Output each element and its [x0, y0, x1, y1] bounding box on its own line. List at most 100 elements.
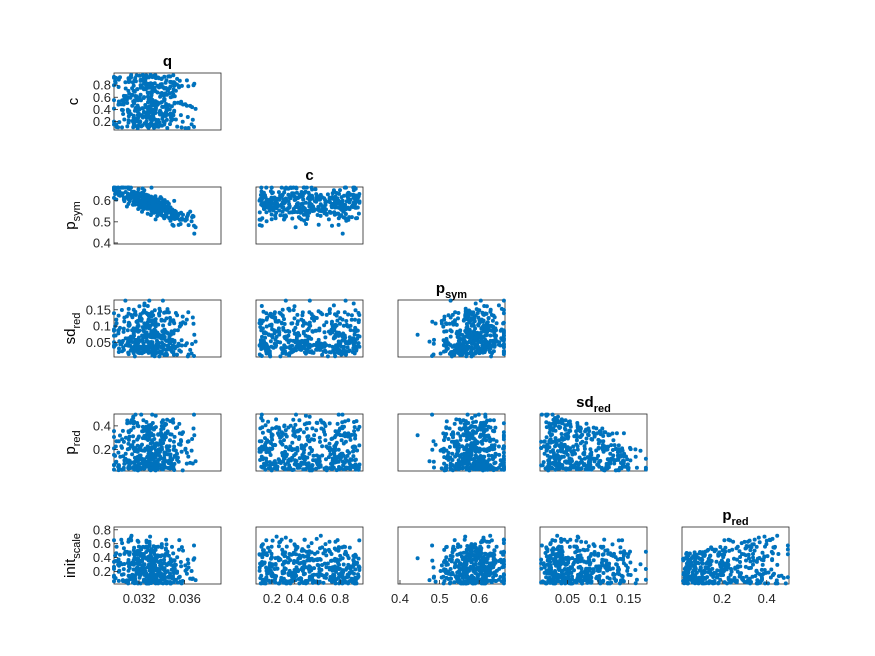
scatter-point	[171, 223, 176, 228]
scatter-point	[625, 457, 630, 462]
scatter-point	[175, 100, 180, 105]
scatter-point	[501, 450, 506, 455]
scatter-point	[628, 458, 633, 463]
scatter-point	[135, 443, 140, 448]
scatter-point	[501, 421, 506, 426]
scatter-point	[302, 571, 307, 576]
scatter-point	[307, 414, 312, 419]
scatter-point	[295, 567, 300, 572]
scatter-point	[351, 558, 356, 562]
scatter-point	[557, 438, 562, 443]
scatter-point	[269, 217, 274, 222]
scatter-point	[318, 310, 323, 315]
scatter-point	[491, 437, 496, 442]
scatter-point	[121, 454, 126, 459]
scatter-point	[544, 435, 549, 440]
scatter-point	[257, 217, 262, 222]
scatter-point	[314, 428, 319, 433]
scatter-point	[293, 547, 298, 552]
scatter-point	[323, 542, 328, 547]
scatter-point	[192, 231, 197, 236]
scatter-point	[447, 321, 452, 326]
scatter-point	[476, 462, 481, 467]
scatter-point	[501, 328, 506, 333]
scatter-point	[181, 430, 185, 435]
scatter-point	[442, 317, 447, 322]
scatter-point	[295, 319, 300, 324]
scatter-point	[346, 466, 351, 471]
scatter-point	[575, 444, 580, 449]
scatter-panel-p_red-vs-c	[255, 412, 364, 473]
scatter-point	[112, 98, 116, 103]
scatter-point	[140, 424, 145, 429]
scatter-point	[153, 318, 158, 323]
scatter-point	[179, 99, 184, 104]
scatter-point	[276, 190, 281, 195]
scatter-point	[114, 544, 119, 549]
scatter-point	[121, 326, 126, 331]
scatter-point	[580, 439, 585, 444]
scatter-point	[317, 579, 322, 584]
scatter-point	[117, 339, 122, 344]
scatter-point	[112, 429, 116, 434]
scatter-point	[147, 430, 152, 435]
scatter-point	[550, 426, 555, 431]
scatter-point	[270, 538, 275, 543]
scatter-point	[120, 541, 125, 546]
scatter-point	[147, 544, 152, 548]
scatter-point	[173, 311, 178, 315]
scatter-point	[181, 548, 185, 553]
scatter-point	[171, 331, 176, 336]
scatter-point	[472, 314, 477, 319]
scatter-point	[266, 346, 271, 351]
scatter-point	[315, 344, 320, 349]
scatter-point	[121, 546, 126, 551]
scatter-point	[112, 538, 116, 543]
scatter-point	[486, 316, 491, 321]
scatter-point	[458, 437, 463, 442]
scatter-point	[173, 577, 178, 582]
scatter-point	[269, 435, 274, 439]
scatter-point	[126, 458, 131, 463]
scatter-point	[578, 435, 583, 439]
scatter-point	[461, 426, 466, 431]
scatter-point	[306, 552, 311, 557]
scatter-point	[274, 334, 279, 339]
scatter-point	[501, 430, 506, 435]
scatter-point	[336, 211, 341, 216]
scatter-point	[340, 231, 345, 236]
scatter-point	[286, 306, 291, 311]
scatter-point	[450, 451, 455, 456]
scatter-point	[352, 429, 357, 434]
scatter-point	[336, 310, 341, 315]
scatter-point	[326, 455, 331, 460]
scatter-point	[415, 332, 420, 337]
scatter-point	[160, 298, 165, 303]
scatter-point	[257, 568, 262, 573]
scatter-point	[116, 125, 121, 130]
scatter-point	[351, 577, 356, 582]
scatter-point	[336, 216, 341, 221]
scatter-point	[318, 572, 323, 577]
scatter-point	[142, 301, 147, 306]
scatter-point	[158, 438, 163, 443]
scatter-point	[592, 459, 597, 464]
scatter-point	[293, 422, 298, 427]
scatter-point	[356, 199, 361, 204]
scatter-point	[352, 420, 356, 424]
panel-title: q	[163, 53, 172, 70]
scatter-point	[129, 562, 133, 567]
scatter-point	[145, 211, 150, 216]
scatter-point	[277, 330, 282, 335]
scatter-point	[178, 113, 183, 118]
scatter-point	[329, 558, 333, 563]
y-tick-label: 0.6	[93, 193, 111, 208]
scatter-point	[304, 421, 309, 426]
scatter-point	[287, 202, 292, 207]
scatter-point	[169, 559, 174, 564]
scatter-point	[309, 556, 314, 561]
scatter-point	[294, 573, 299, 578]
scatter-point	[299, 347, 304, 352]
scatter-point	[622, 451, 627, 456]
scatter-point	[131, 446, 136, 451]
